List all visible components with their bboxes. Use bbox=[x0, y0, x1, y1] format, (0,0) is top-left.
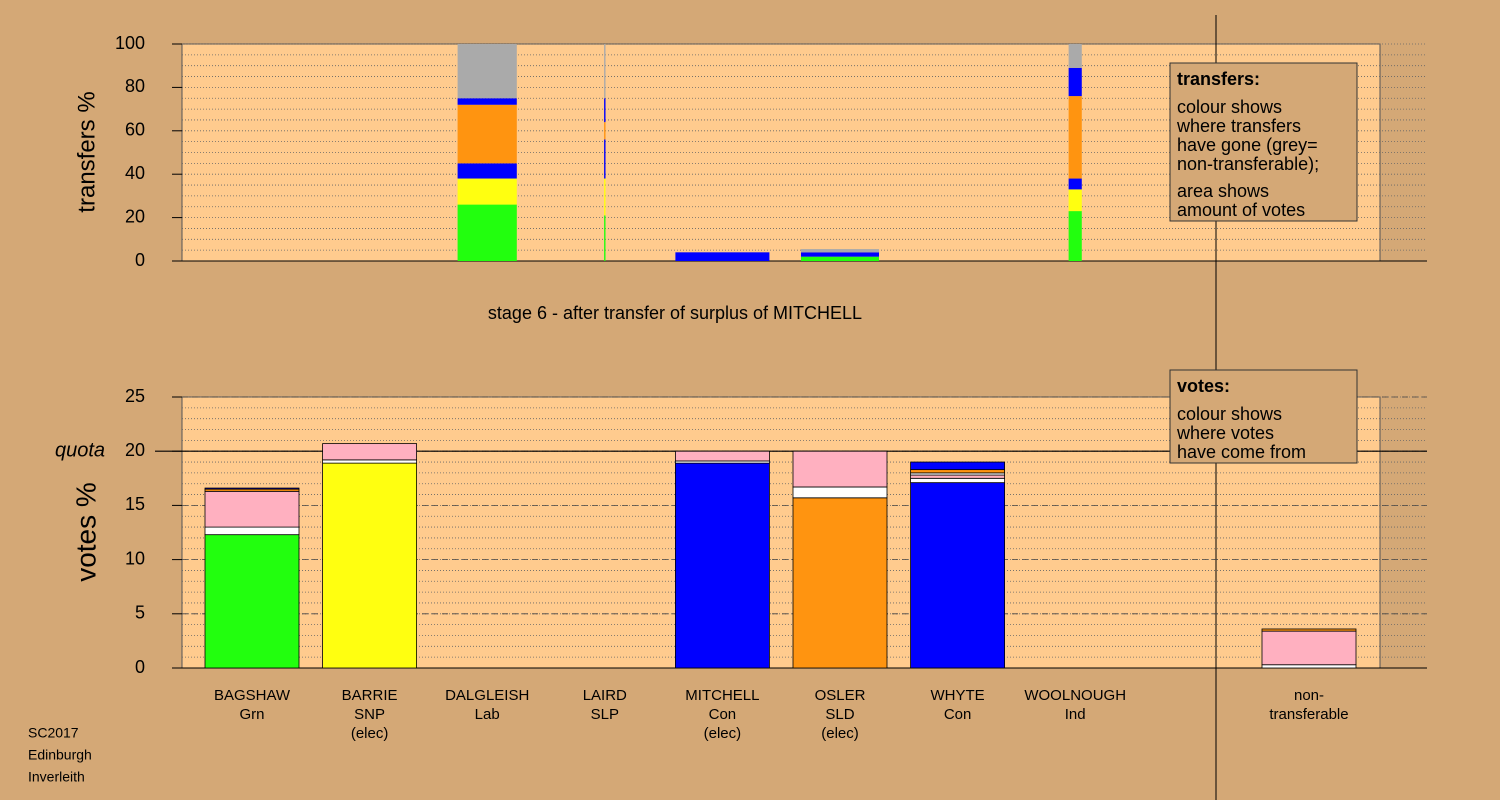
legend-text: colour shows bbox=[1177, 404, 1282, 424]
y-tick-label: 5 bbox=[135, 603, 145, 623]
chart-title: stage 6 - after transfer of surplus of M… bbox=[488, 303, 862, 323]
legend-text: have come from bbox=[1177, 442, 1306, 462]
legend-text: amount of votes bbox=[1177, 200, 1305, 220]
x-tick-label: SLD bbox=[825, 706, 854, 723]
legend-title: votes: bbox=[1177, 376, 1230, 396]
x-tick-label: SLP bbox=[591, 706, 619, 723]
legend-text: where votes bbox=[1176, 423, 1274, 443]
x-tick-label: Con bbox=[709, 706, 737, 723]
bar-segment bbox=[604, 98, 606, 123]
bar-segment bbox=[1261, 630, 1357, 666]
bar-segment bbox=[322, 459, 418, 464]
footer: Edinburgh bbox=[28, 747, 92, 763]
x-tick-label: LAIRD bbox=[583, 687, 627, 704]
bar-segment bbox=[204, 490, 300, 528]
bar-segment bbox=[457, 163, 517, 179]
x-tick-label: WOOLNOUGH bbox=[1024, 687, 1126, 704]
x-tick-label: (elec) bbox=[704, 725, 742, 742]
legend-title: transfers: bbox=[1177, 69, 1260, 89]
bar-segment bbox=[1261, 628, 1357, 632]
legend-box bbox=[1169, 62, 1358, 222]
bar-segment bbox=[910, 461, 1005, 471]
x-tick-label: Grn bbox=[239, 706, 264, 723]
y-tick-label: 40 bbox=[125, 163, 145, 183]
y-tick-label: 15 bbox=[125, 494, 145, 514]
x-tick-label: (elec) bbox=[821, 725, 859, 742]
bar-segment bbox=[604, 215, 606, 261]
footer: SC2017 bbox=[28, 725, 79, 741]
bar-segment bbox=[604, 178, 606, 216]
legend-text: colour shows bbox=[1177, 97, 1282, 117]
legend-box bbox=[1169, 369, 1358, 464]
x-tick-label: MITCHELL bbox=[685, 687, 759, 704]
bar-segment bbox=[675, 450, 770, 462]
bar-segment bbox=[1068, 178, 1082, 190]
bar-segment bbox=[675, 252, 770, 261]
x-tick-label: non- bbox=[1294, 687, 1324, 704]
bar-segment bbox=[204, 487, 300, 490]
bar-segment bbox=[1261, 664, 1357, 669]
bar-segment bbox=[322, 462, 418, 669]
bar-segment bbox=[1068, 44, 1082, 68]
x-tick-label: WHYTE bbox=[931, 687, 985, 704]
bar-segment bbox=[792, 486, 888, 499]
bar-segment bbox=[1068, 211, 1082, 261]
legend-text: have gone (grey= bbox=[1177, 135, 1318, 155]
y-tick-label: 25 bbox=[125, 386, 145, 406]
y-tick-label: 10 bbox=[125, 548, 145, 568]
bar-segment bbox=[910, 482, 1005, 669]
bar-segment bbox=[675, 462, 770, 669]
x-tick-label: DALGLEISH bbox=[445, 687, 529, 704]
y-tick-label: 20 bbox=[125, 206, 145, 226]
legend-text: where transfers bbox=[1176, 116, 1301, 136]
quota-label: quota bbox=[55, 439, 105, 461]
bar-segment bbox=[457, 44, 517, 99]
bar-segment bbox=[604, 139, 606, 179]
y-tick-label: 0 bbox=[135, 657, 145, 677]
bar-segment bbox=[800, 249, 880, 253]
bar-segment bbox=[910, 474, 1005, 479]
x-tick-label: OSLER bbox=[815, 687, 866, 704]
x-tick-label: (elec) bbox=[351, 725, 389, 742]
bar-segment bbox=[322, 443, 418, 461]
bar-segment bbox=[204, 526, 300, 536]
bar-segment bbox=[910, 469, 1005, 474]
footer: Inverleith bbox=[28, 769, 85, 785]
legend-text: area shows bbox=[1177, 181, 1269, 201]
x-tick-label: BARRIE bbox=[342, 687, 398, 704]
bar-segment bbox=[457, 104, 517, 164]
y-tick-label: 80 bbox=[125, 76, 145, 96]
bar-segment bbox=[604, 122, 606, 140]
bar-segment bbox=[457, 178, 517, 205]
y-axis-label: transfers % bbox=[73, 91, 100, 212]
x-tick-label: BAGSHAW bbox=[214, 687, 291, 704]
bar-segment bbox=[1068, 67, 1082, 97]
bar-segment bbox=[800, 256, 880, 261]
x-tick-label: Con bbox=[944, 706, 972, 723]
bar-segment bbox=[910, 477, 1005, 484]
x-tick-label: SNP bbox=[354, 706, 385, 723]
y-tick-label: 60 bbox=[125, 120, 145, 140]
y-tick-label: 100 bbox=[115, 33, 145, 53]
bar-segment bbox=[1068, 189, 1082, 212]
y-tick-label: 20 bbox=[125, 440, 145, 460]
bar-segment bbox=[604, 44, 606, 99]
x-tick-label: Lab bbox=[475, 706, 500, 723]
bar-segment bbox=[800, 252, 880, 257]
x-tick-label: transferable bbox=[1269, 706, 1348, 723]
y-axis-label: votes % bbox=[70, 482, 101, 582]
bar-segment bbox=[1068, 96, 1082, 179]
x-tick-label: Ind bbox=[1065, 706, 1086, 723]
y-tick-label: 0 bbox=[135, 250, 145, 270]
bar-segment bbox=[457, 98, 517, 105]
legend-text: non-transferable); bbox=[1177, 154, 1319, 174]
bar-segment bbox=[792, 450, 888, 488]
bar-segment bbox=[792, 497, 888, 669]
bar-segment bbox=[204, 534, 300, 669]
bar-segment bbox=[457, 204, 517, 261]
